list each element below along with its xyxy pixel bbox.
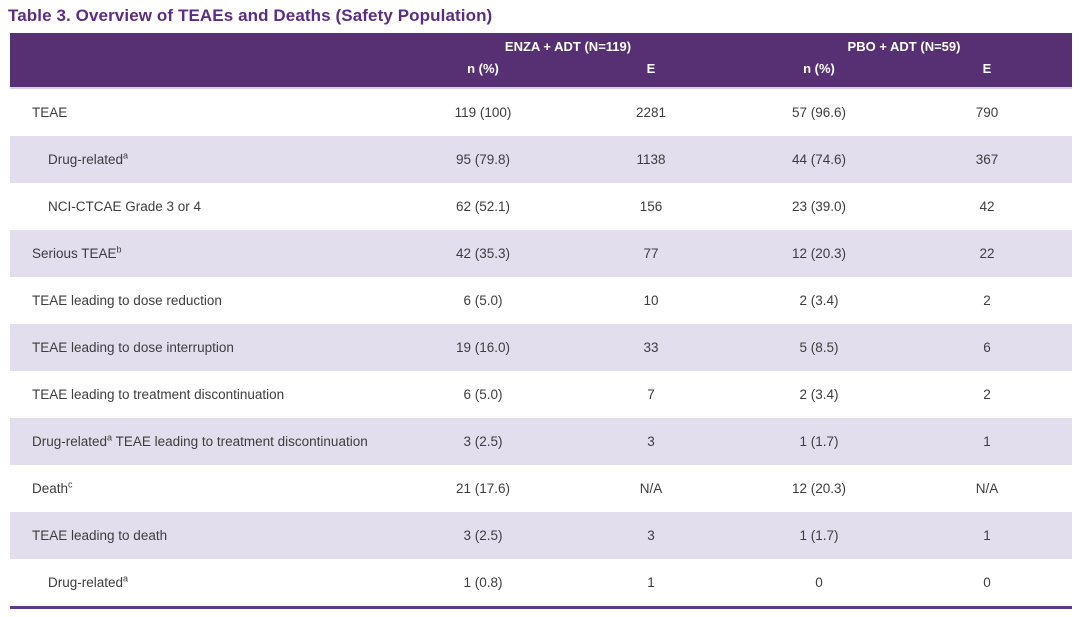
footnote-marker: b	[116, 244, 122, 255]
row-label-text: TEAE leading to dose reduction	[32, 293, 222, 308]
value-cell: 22	[902, 230, 1072, 277]
value-cell: 2	[983, 293, 991, 308]
teae-overview-table: ENZA + ADT (N=119) PBO + ADT (N=59) n (%…	[10, 33, 1072, 609]
value-cell: 1 (1.7)	[736, 418, 902, 465]
row-label: Serious TEAEb	[10, 230, 400, 277]
value-cell: 1 (0.8)	[400, 559, 566, 609]
value-cell: 1138	[566, 136, 736, 183]
table-row: TEAE leading to death 3 (2.5) 3 1 (1.7) 1	[10, 512, 1072, 559]
value-cell: 1 (1.7)	[736, 512, 902, 559]
row-label: TEAE leading to dose reduction	[10, 277, 400, 324]
value-cell: 1	[566, 559, 736, 609]
row-label-text: TEAE leading to death	[32, 528, 168, 543]
value-cell: 77	[566, 230, 736, 277]
sub-header-row: n (%) E n (%) E	[10, 59, 1072, 89]
value-cell: 42	[979, 199, 995, 214]
row-label: TEAE	[10, 88, 400, 136]
value-cell: 10	[643, 293, 659, 308]
value-cell: 156	[639, 199, 663, 214]
table-row: TEAE 119 (100) 2281 57 (96.6) 790	[10, 88, 1072, 136]
table-row: Drug-relateda 1 (0.8) 1 0 0	[10, 559, 1072, 609]
row-label-text: Drug-related	[48, 575, 124, 590]
table-row: Drug-relateda 95 (79.8) 1138 44 (74.6) 367	[10, 136, 1072, 183]
row-label: NCI-CTCAE Grade 3 or 4	[10, 183, 400, 230]
subheader-enza-n-pct: n (%)	[400, 59, 566, 89]
value-cell: 3	[566, 418, 736, 465]
value-cell: 21 (17.6)	[455, 481, 511, 496]
value-cell: 0	[736, 559, 902, 609]
row-label-text: NCI-CTCAE Grade 3 or 4	[48, 199, 202, 214]
value-cell: 0	[902, 559, 1072, 609]
table-body: TEAE 119 (100) 2281 57 (96.6) 790 Drug-relate…	[10, 88, 1072, 609]
table-row: TEAE leading to dose interruption 19 (16.…	[10, 324, 1072, 371]
footnote-marker: a	[123, 573, 129, 584]
value-cell: N/A	[639, 481, 663, 496]
value-cell: 57 (96.6)	[791, 105, 847, 120]
row-label-text: TEAE leading to treatment discontinuatio…	[32, 387, 285, 402]
value-cell: N/A	[975, 481, 999, 496]
value-cell: 95 (79.8)	[400, 136, 566, 183]
value-cell: 367	[902, 136, 1072, 183]
footnote-marker: c	[68, 479, 73, 490]
value-cell: 62 (52.1)	[455, 199, 511, 214]
group-header-row: ENZA + ADT (N=119) PBO + ADT (N=59)	[10, 33, 1072, 59]
value-cell: 6 (5.0)	[463, 293, 503, 308]
subheader-pbo-e: E	[902, 59, 1072, 89]
row-label: TEAE leading to dose interruption	[10, 324, 400, 371]
table-title: Table 3. Overview of TEAEs and Deaths (S…	[8, 6, 493, 25]
row-label: TEAE leading to treatment discontinuatio…	[10, 371, 400, 418]
footnote-marker: a	[107, 432, 113, 443]
value-cell: 5 (8.5)	[736, 324, 902, 371]
value-cell: 1	[902, 418, 1072, 465]
table-row: NCI-CTCAE Grade 3 or 4 62 (52.1) 156 23 (39…	[10, 183, 1072, 230]
value-cell: 6 (5.0)	[463, 387, 503, 402]
label-column-header-blank	[10, 33, 400, 59]
row-label-text: TEAE leading to dose interruption	[32, 340, 234, 355]
column-group-enza-adt: ENZA + ADT (N=119)	[400, 33, 736, 59]
row-label: Drug-relateda	[10, 559, 400, 609]
row-label: TEAE leading to death	[10, 512, 400, 559]
value-cell: 3 (2.5)	[400, 418, 566, 465]
row-label-text: Serious TEAE	[32, 246, 117, 261]
value-cell: 12 (20.3)	[791, 481, 847, 496]
value-cell: 12 (20.3)	[736, 230, 902, 277]
value-cell: 2	[983, 387, 991, 402]
footnote-marker: a	[123, 150, 129, 161]
value-cell: 790	[975, 105, 999, 120]
value-cell: 3 (2.5)	[400, 512, 566, 559]
value-cell: 19 (16.0)	[400, 324, 566, 371]
row-label-text: Drug-related	[32, 434, 108, 449]
value-cell: 2 (3.4)	[799, 293, 839, 308]
value-cell: 2281	[635, 105, 667, 120]
row-label-text: Death	[32, 481, 69, 496]
row-label-text: TEAE	[32, 105, 68, 120]
label-column-subheader-blank	[10, 59, 400, 89]
table-row: Serious TEAEb 42 (35.3) 77 12 (20.3) 22	[10, 230, 1072, 277]
value-cell: 119 (100)	[454, 105, 512, 120]
table-row: TEAE leading to treatment discontinuatio…	[10, 371, 1072, 418]
table-row: Drug-relateda TEAE leading to treatment …	[10, 418, 1072, 465]
table-row: TEAE leading to dose reduction 6 (5.0) 10 2…	[10, 277, 1072, 324]
subheader-enza-e: E	[566, 59, 736, 89]
value-cell: 2 (3.4)	[799, 387, 839, 402]
column-group-pbo-adt: PBO + ADT (N=59)	[736, 33, 1072, 59]
row-label: Deathc	[10, 465, 400, 512]
value-cell: 1	[902, 512, 1072, 559]
value-cell: 33	[566, 324, 736, 371]
value-cell: 23 (39.0)	[791, 199, 847, 214]
subheader-pbo-n-pct: n (%)	[736, 59, 902, 89]
row-label: Drug-relateda TEAE leading to treatment …	[10, 418, 400, 465]
value-cell: 44 (74.6)	[736, 136, 902, 183]
table-row: Deathc 21 (17.6) N/A 12 (20.3) N/A	[10, 465, 1072, 512]
value-cell: 7	[647, 387, 655, 402]
value-cell: 42 (35.3)	[400, 230, 566, 277]
row-label-text-continued: TEAE leading to treatment discontinuatio…	[112, 434, 368, 449]
row-label-text: Drug-related	[48, 152, 124, 167]
value-cell: 6	[902, 324, 1072, 371]
value-cell: 3	[566, 512, 736, 559]
row-label: Drug-relateda	[10, 136, 400, 183]
table-header: ENZA + ADT (N=119) PBO + ADT (N=59) n (%…	[10, 33, 1072, 89]
